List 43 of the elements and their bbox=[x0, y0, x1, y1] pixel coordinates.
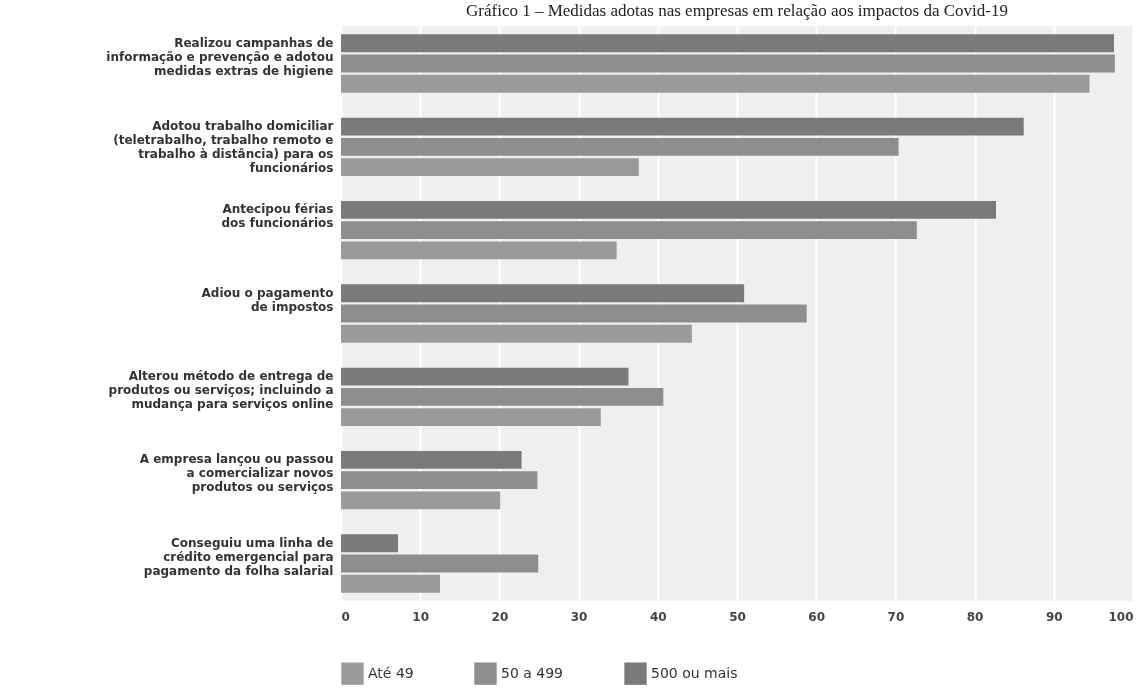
x-tick-label: 0 bbox=[341, 609, 350, 624]
bar bbox=[341, 201, 996, 219]
x-tick-label: 20 bbox=[491, 609, 509, 624]
x-tick-label: 70 bbox=[887, 609, 905, 624]
bar bbox=[341, 158, 639, 176]
bar bbox=[341, 471, 538, 490]
bar bbox=[341, 117, 1024, 136]
bar bbox=[341, 408, 601, 426]
bar bbox=[341, 367, 629, 386]
x-tick-label: 10 bbox=[412, 609, 430, 624]
bar bbox=[341, 221, 917, 240]
bar bbox=[341, 34, 1114, 53]
bar bbox=[341, 574, 440, 593]
bar bbox=[341, 241, 617, 260]
y-tick-label: Alterou método de entrega de produtos ou serviços; incluindo a mudança para serviços online bbox=[108, 368, 334, 411]
legend-label: 50 a 499 bbox=[501, 664, 564, 681]
bar bbox=[341, 284, 745, 303]
x-tick-label: 80 bbox=[966, 609, 984, 624]
x-tick-label: 60 bbox=[808, 609, 826, 624]
legend-label: 500 ou mais bbox=[651, 664, 738, 681]
bar bbox=[341, 491, 501, 510]
bar bbox=[341, 554, 539, 573]
legend-label: Até 49 bbox=[368, 664, 414, 681]
bar bbox=[341, 74, 1090, 93]
bar bbox=[341, 534, 399, 553]
y-tick-label: Conseguiu uma linha de crédito emergencial para pagamento da folha salarial bbox=[143, 535, 334, 578]
x-tick-label: 90 bbox=[1045, 609, 1063, 624]
y-tick-label: Antecipou férias dos funcionários bbox=[221, 202, 334, 231]
y-tick-label: Adiou o pagamento de impostos bbox=[201, 285, 334, 314]
bar bbox=[341, 54, 1115, 73]
y-tick-label: Adotou trabalho domiciliar (teletrabalho, trabalho remoto e trabalho à distância) para os funcionários bbox=[113, 118, 334, 175]
x-tick-label: 40 bbox=[649, 609, 667, 624]
chart-title: Gráfico 1 – Medidas adotas nas empresas em relação aos impactos da Covid-19 bbox=[466, 1, 1008, 20]
bar bbox=[341, 451, 522, 469]
y-tick-label: Realizou campanhas de informação e prevenção e adotou medidas extras de higiene bbox=[106, 35, 334, 78]
bar bbox=[341, 137, 899, 156]
bar bbox=[341, 304, 807, 323]
bar bbox=[341, 324, 692, 343]
x-tick-label: 30 bbox=[570, 609, 588, 624]
x-tick-label: 100 bbox=[1108, 609, 1134, 624]
x-tick-label: 50 bbox=[729, 609, 746, 624]
bar bbox=[341, 387, 664, 406]
y-tick-label: A empresa lançou ou passou a comercializar novos produtos ou serviços bbox=[139, 452, 334, 495]
